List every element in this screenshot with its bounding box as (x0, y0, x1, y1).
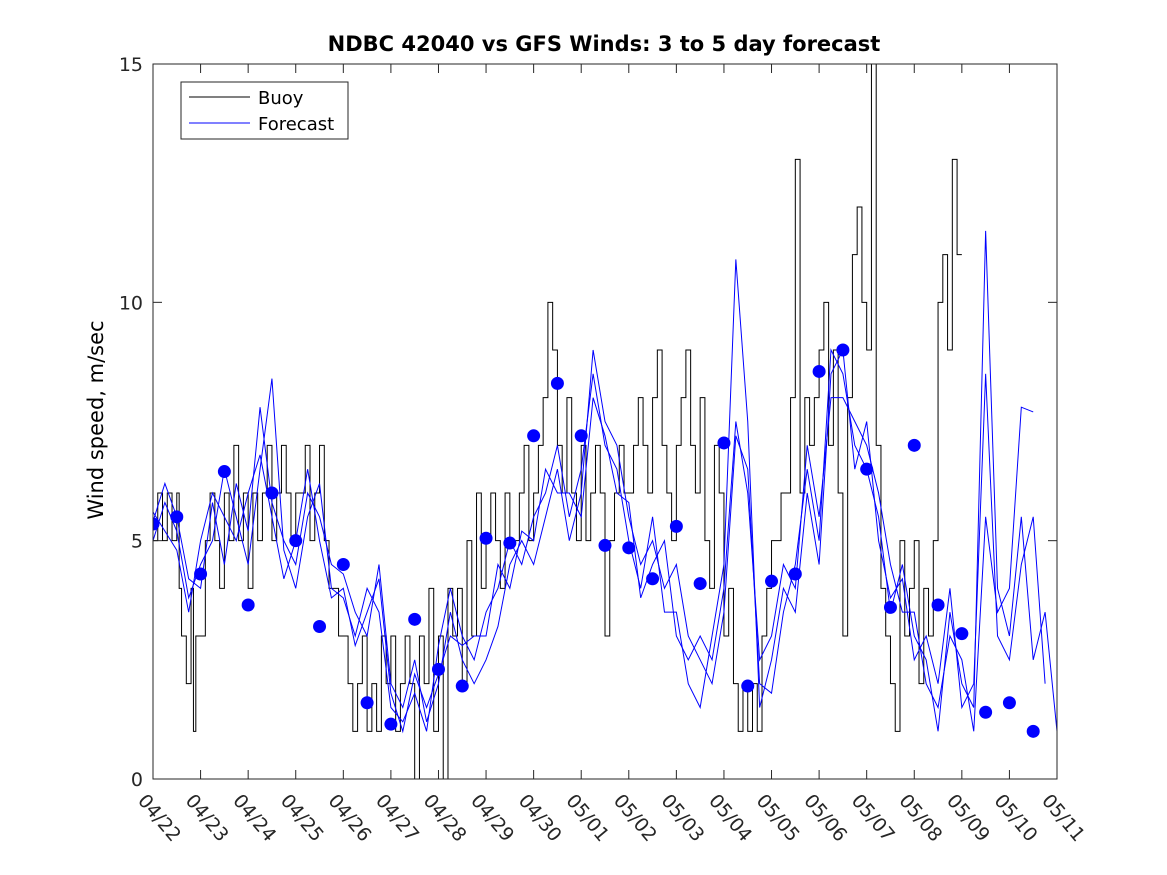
forecast-marker (669, 519, 683, 533)
forecast-marker (741, 679, 755, 693)
forecast-marker (574, 429, 588, 443)
forecast-marker (527, 429, 541, 443)
y-tick-label: 5 (131, 531, 143, 553)
forecast-marker (836, 343, 850, 357)
forecast-marker (860, 462, 874, 476)
series-layer (153, 64, 1057, 779)
y-axis-label: Wind speed, m/sec (84, 320, 108, 519)
forecast-marker (550, 376, 564, 390)
forecast-marker (883, 600, 897, 614)
forecast-marker (289, 534, 303, 548)
forecast-marker (265, 486, 279, 500)
forecast-marker (479, 531, 493, 545)
legend-buoy-label: Buoy (258, 88, 304, 109)
forecast-marker (217, 465, 231, 479)
forecast-marker (1026, 724, 1040, 738)
forecast-marker (955, 627, 969, 641)
plot-frame (152, 63, 1058, 780)
forecast-run-line-2 (153, 397, 1034, 734)
forecast-marker (384, 717, 398, 731)
forecast-marker (812, 364, 826, 378)
y-tick-label: 10 (119, 292, 143, 314)
legend: Buoy Forecast (180, 81, 349, 140)
forecast-marker (360, 696, 374, 710)
forecast-marker (336, 558, 350, 571)
forecast-marker (241, 598, 255, 612)
forecast-marker (503, 536, 517, 550)
forecast-marker (717, 436, 731, 450)
y-tick-label: 0 (131, 769, 143, 791)
forecast-marker (170, 510, 184, 524)
forecast-marker (931, 598, 945, 612)
forecast-marker (455, 679, 469, 693)
forecast-marker (1002, 696, 1016, 710)
y-tick-label: 15 (119, 54, 143, 76)
forecast-marker (765, 574, 779, 588)
legend-forecast-label: Forecast (258, 114, 334, 135)
legend-box (180, 81, 349, 140)
forecast-marker (907, 438, 921, 452)
forecast-marker (194, 567, 208, 581)
forecast-marker (622, 541, 636, 555)
forecast-marker (646, 572, 660, 586)
forecast-run-line-0 (153, 230, 1057, 732)
forecast-marker (313, 619, 327, 633)
buoy-series-line (153, 64, 962, 779)
forecast-marker (979, 705, 993, 719)
forecast-marker (408, 612, 422, 626)
forecast-marker (788, 567, 802, 581)
forecast-marker (598, 538, 612, 552)
forecast-marker (693, 577, 707, 591)
chart-title: NDBC 42040 vs GFS Winds: 3 to 5 day fore… (328, 32, 881, 56)
forecast-marker (153, 517, 160, 531)
forecast-marker (431, 662, 445, 676)
